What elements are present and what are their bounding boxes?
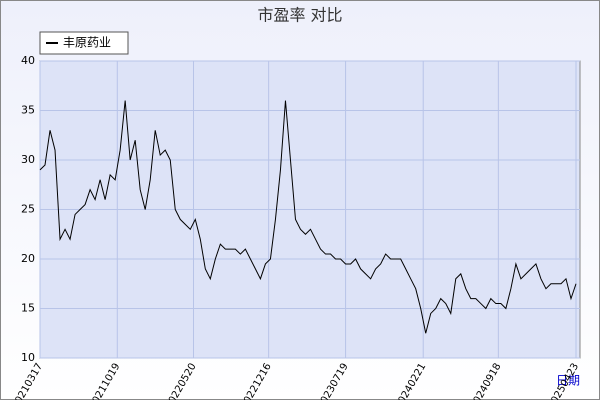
chart-title: 市盈率 对比 xyxy=(257,6,342,25)
legend-box xyxy=(39,31,129,55)
y-tick-label: 30 xyxy=(21,153,35,166)
y-tick-label: 35 xyxy=(21,104,35,117)
legend-label: 丰原药业 xyxy=(63,36,111,50)
series-line xyxy=(39,100,577,334)
y-tick-label: 40 xyxy=(21,54,35,67)
y-tick-label: 15 xyxy=(21,302,35,315)
x-axis-label: 日期 xyxy=(556,374,580,388)
y-tick-label: 20 xyxy=(21,252,35,265)
y-tick-label: 10 xyxy=(21,351,35,364)
y-tick-label: 25 xyxy=(21,203,35,216)
